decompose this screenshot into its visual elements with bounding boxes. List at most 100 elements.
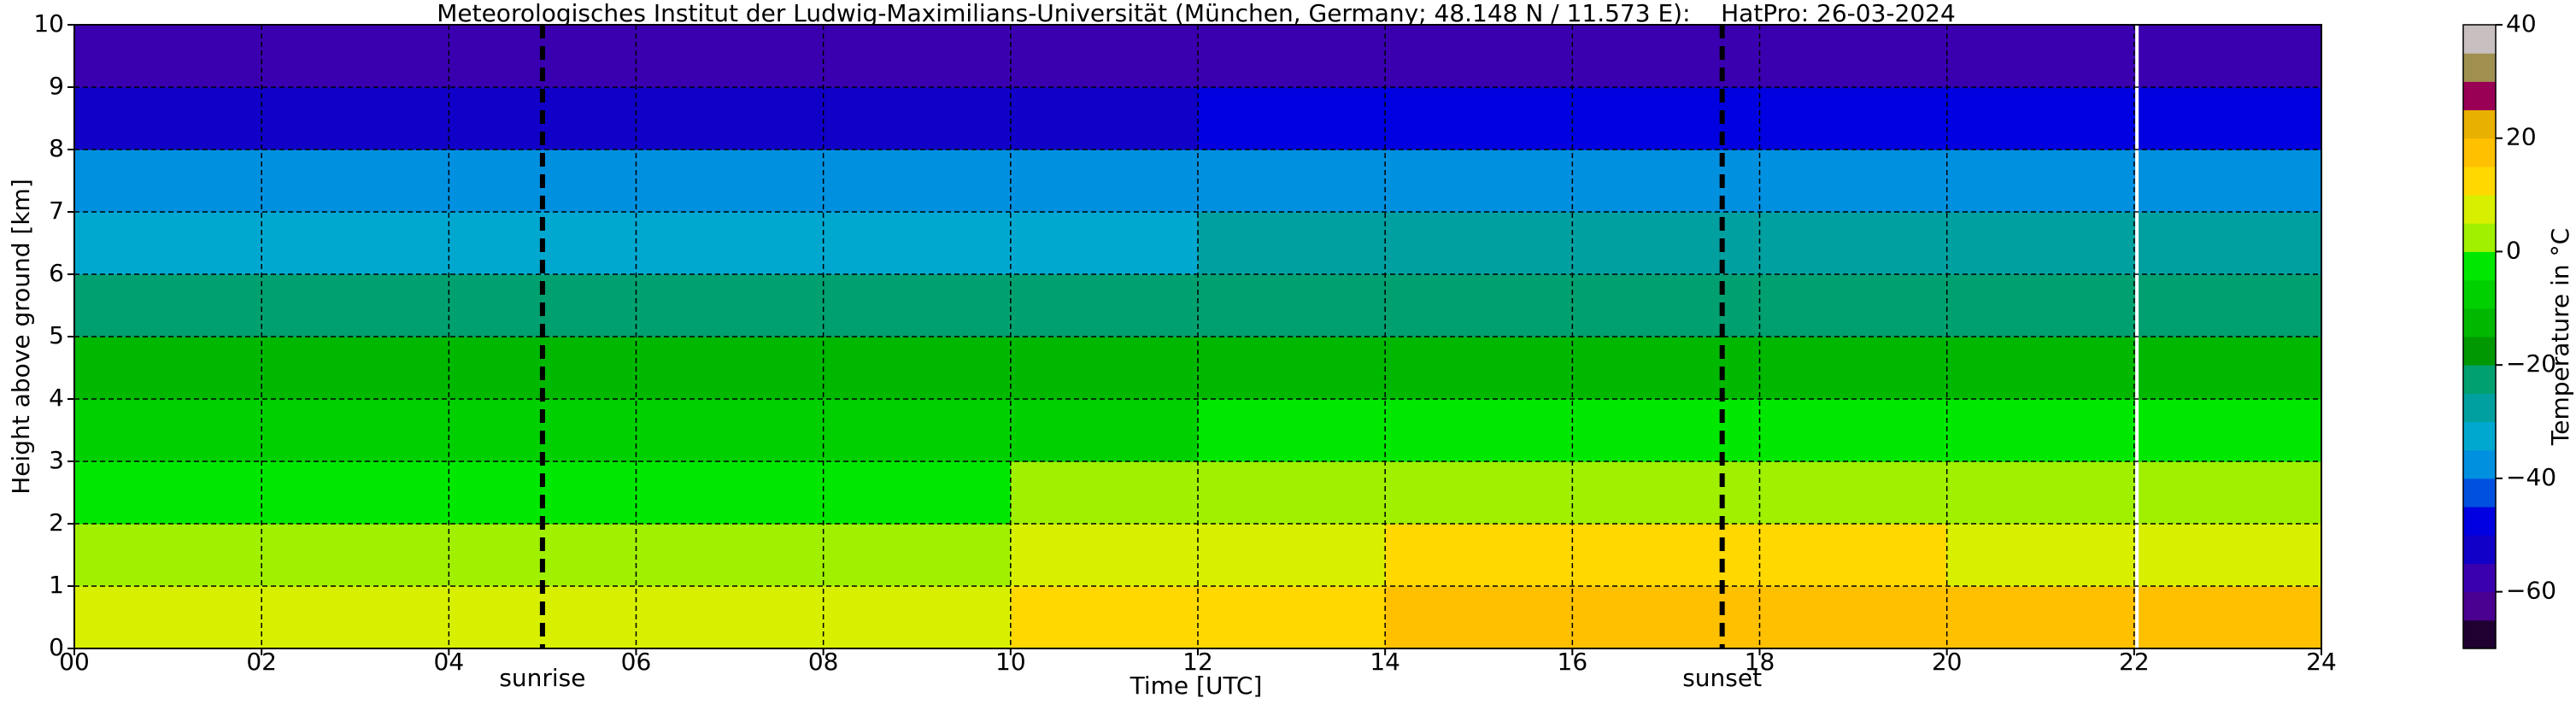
x-tick-label: 12: [1182, 648, 1213, 676]
colorbar-swatch: [2463, 251, 2496, 281]
heatmap-cell: [636, 25, 824, 88]
y-tick-label: 2: [49, 508, 64, 537]
heatmap-cell: [1385, 524, 1573, 587]
heatmap-cell: [1759, 461, 1948, 525]
heatmap-cell: [261, 586, 449, 649]
heatmap-cell: [636, 337, 824, 400]
x-tick-label: 06: [621, 648, 652, 676]
heatmap-cell: [2133, 87, 2322, 150]
y-tick-label: 4: [49, 384, 64, 412]
heatmap-cell: [261, 150, 449, 213]
heatmap-cell: [1010, 337, 1199, 400]
colorbar-tick-label: 40: [2506, 9, 2537, 38]
heatmap-cell: [1385, 461, 1573, 525]
heatmap-cell: [1385, 399, 1573, 462]
colorbar-swatch: [2463, 591, 2496, 621]
colorbar-swatch: [2463, 138, 2496, 167]
heatmap-cell: [2133, 399, 2322, 462]
heatmap-cell: [261, 337, 449, 400]
heatmap-cell: [2133, 461, 2322, 525]
heatmap-cell: [74, 586, 262, 649]
colorbar-swatch: [2463, 478, 2496, 507]
heatmap-cell: [1198, 586, 1386, 649]
colorbar-swatch: [2463, 507, 2496, 536]
heatmap-cell: [636, 461, 824, 525]
heatmap-cell: [74, 524, 262, 587]
colorbar-swatch: [2463, 223, 2496, 252]
colorbar-tick-label: 20: [2506, 123, 2537, 151]
heatmap-cell: [2133, 524, 2322, 587]
x-tick-label: 02: [246, 648, 277, 676]
heatmap-cell: [1010, 399, 1199, 462]
heatmap-cell: [1946, 461, 2135, 525]
heatmap-cell: [1572, 337, 1760, 400]
heatmap-cell: [1572, 87, 1760, 150]
heatmap-cell: [636, 524, 824, 587]
y-tick-label: 5: [49, 321, 64, 349]
heatmap-cell: [1759, 212, 1948, 275]
heatmap-cell: [1572, 524, 1760, 587]
colorbar-swatch: [2463, 365, 2496, 394]
x-tick-label: 22: [2119, 648, 2150, 676]
annotation-label: sunset: [1682, 664, 1762, 692]
heatmap-cell: [74, 337, 262, 400]
heatmap-cell: [823, 25, 1012, 88]
colorbar-swatch: [2463, 421, 2496, 451]
heatmap-cell: [74, 25, 262, 88]
plot-frame: [73, 24, 2322, 649]
heatmap-cell: [1946, 25, 2135, 88]
heatmap-cell: [2133, 274, 2322, 337]
heatmap-cell: [74, 212, 262, 275]
heatmap-cell: [1385, 25, 1573, 88]
heatmap-cell: [74, 399, 262, 462]
heatmap-cell: [636, 586, 824, 649]
heatmap-cell: [823, 274, 1012, 337]
y-axis-label: Height above ground [km]: [7, 179, 35, 495]
heatmap-cell: [1759, 150, 1948, 213]
heatmap-cell: [1198, 25, 1386, 88]
colorbar-swatch: [2463, 337, 2496, 366]
heatmap-cell: [1572, 212, 1760, 275]
heatmap-cell: [1385, 274, 1573, 337]
heatmap-cell: [1572, 150, 1760, 213]
colorbar-tick-label: −60: [2506, 577, 2556, 605]
heatmap-cell: [1198, 524, 1386, 587]
y-tick-label: 9: [49, 72, 64, 100]
colorbar-label: Temperature in °C: [2546, 228, 2574, 446]
heatmap-cell: [2133, 150, 2322, 213]
heatmap-cell: [261, 25, 449, 88]
heatmap-cell: [1759, 399, 1948, 462]
heatmap-cell: [1385, 586, 1573, 649]
colorbar-swatch: [2463, 166, 2496, 196]
colorbar-swatch: [2463, 563, 2496, 593]
x-tick-label: 18: [1745, 648, 1775, 676]
y-tick-label: 0: [49, 633, 64, 661]
heatmap-cell: [823, 399, 1012, 462]
annotation-label: sunrise: [499, 664, 585, 692]
heatmap-cell: [449, 461, 637, 525]
colorbar-tick-label: −20: [2506, 349, 2556, 378]
heatmap-cell: [74, 87, 262, 150]
heatmap-cell: [261, 524, 449, 587]
y-tick-label: 10: [33, 9, 64, 38]
y-tick-label: 6: [49, 259, 64, 287]
y-tick-label: 3: [49, 446, 64, 474]
heatmap-cell: [74, 274, 262, 337]
heatmap-cell: [74, 461, 262, 525]
heatmap-cell: [1572, 399, 1760, 462]
heatmap-cell: [823, 150, 1012, 213]
x-tick-label: 04: [434, 648, 465, 676]
heatmap-cell: [1946, 212, 2135, 275]
heatmap-cell: [1759, 87, 1948, 150]
y-tick-label: 7: [49, 197, 64, 225]
colorbar-swatch: [2463, 535, 2496, 564]
y-tick-label: 8: [49, 134, 64, 162]
heatmap-cell: [823, 337, 1012, 400]
heatmap-cell: [449, 586, 637, 649]
heatmap-cell: [1198, 212, 1386, 275]
heatmap-cell: [1946, 399, 2135, 462]
heatmap-cell: [1010, 150, 1199, 213]
heatmap-cell: [823, 212, 1012, 275]
heatmap-cell: [1759, 337, 1948, 400]
heatmap-cell: [261, 212, 449, 275]
